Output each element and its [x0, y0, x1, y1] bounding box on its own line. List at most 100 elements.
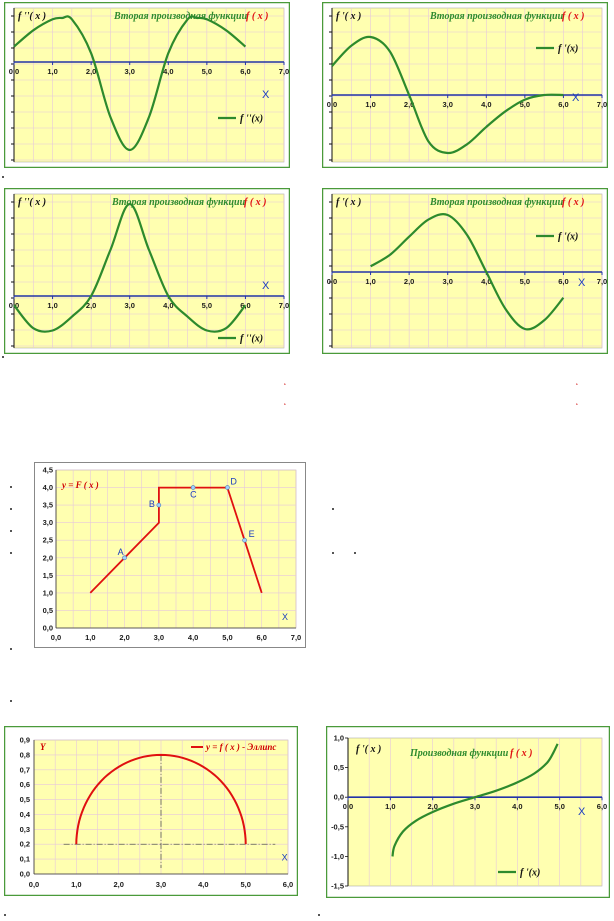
- chart-panel-1: 0,0 1,0 2,0 3,0 4,0 5,0 6,0 7,0 f ''( x ) Вторая …: [4, 2, 290, 168]
- y-axis-label: f '( x ): [356, 744, 381, 755]
- y-tick-label: 4,5: [43, 466, 53, 475]
- data-point: [122, 555, 127, 561]
- stray-mark: [2, 356, 4, 358]
- stray-mark: ˛: [284, 396, 287, 405]
- y-axis-label: f '( x ): [336, 197, 361, 208]
- x-tick-label: 6,0: [558, 100, 568, 109]
- x-tick-label: 2,0: [427, 802, 437, 811]
- x-tick-label: 5,0: [240, 880, 250, 889]
- y-tick-label: 0,9: [20, 736, 30, 745]
- x-axis-label: X: [282, 853, 288, 863]
- x-tick-label: 7,0: [291, 633, 301, 642]
- x-tick-label: 3,0: [156, 880, 166, 889]
- chart-panel-2: 0,0 1,0 2,0 3,0 4,0 5,0 6,0 7,0 f '( x ) Вторая п…: [322, 2, 608, 168]
- stray-mark: [10, 508, 12, 510]
- y-tick-label: 0,4: [20, 810, 31, 819]
- x-tick-label: 0,0: [327, 277, 337, 286]
- legend-label: f '(x): [558, 44, 578, 55]
- x-tick-label: 6,0: [283, 880, 293, 889]
- data-point-label: A: [118, 547, 124, 557]
- x-tick-label: 2,0: [119, 633, 129, 642]
- x-axis-label: X: [262, 280, 270, 292]
- x-tick-label: 3,0: [442, 277, 452, 286]
- legend-label: f ''(x): [240, 334, 263, 345]
- x-tick-label: 0,0: [327, 100, 337, 109]
- chart-panel-3: 0,0 1,0 2,0 3,0 4,0 5,0 6,0 7,0 f ''( x ) Вторая …: [4, 188, 290, 354]
- x-tick-label: 3,0: [470, 802, 480, 811]
- series-line: [13, 202, 247, 333]
- y-tick-label: 0,3: [20, 825, 30, 834]
- chart-title-function: f ( x ): [562, 11, 585, 22]
- chart-title-function: f ( x ): [562, 197, 585, 208]
- data-point-label: B: [149, 499, 155, 509]
- stray-mark: ˛: [576, 396, 579, 405]
- chart-title: Вторая производная функции: [429, 197, 564, 208]
- stray-mark: [10, 552, 12, 554]
- x-tick-label: 7,0: [597, 100, 607, 109]
- x-tick-label: 4,0: [512, 802, 522, 811]
- x-tick-label: 7,0: [279, 301, 289, 310]
- y-tick-label: 0,7: [20, 765, 30, 774]
- y-tick-label: 0,5: [334, 763, 344, 772]
- chart-3: 0,0 1,0 2,0 3,0 4,0 5,0 6,0 7,0f ''( x ) Вторая …: [4, 188, 290, 354]
- chart-panel-7: 1,0 0,5 0,0 -0,5 -1,0 -1,5 0,0 1,0 2,0 3,0 4,0 5,0 6…: [326, 726, 610, 898]
- y-tick-label: 1,0: [334, 734, 344, 743]
- y-tick-label: 1,5: [43, 571, 53, 580]
- stray-mark: [10, 648, 12, 650]
- chart-panel-6: 0,0 0,1 0,2 0,3 0,4 0,5 0,6 0,7 0,8 0,9 0,0 1,0 2,0 3…: [4, 726, 298, 896]
- x-tick-label: 3,0: [154, 633, 164, 642]
- y-tick-label: 0,2: [20, 840, 30, 849]
- series-line: [391, 743, 559, 857]
- x-tick-label: 6,0: [597, 802, 607, 811]
- chart-7: 1,0 0,5 0,0 -0,5 -1,0 -1,5 0,0 1,0 2,0 3,0 4,0 5,0 6…: [326, 726, 610, 898]
- data-point-label: C: [190, 490, 197, 500]
- chart-6: 0,0 0,1 0,2 0,3 0,4 0,5 0,6 0,7 0,8 0,9 0,0 1,0 2,0 3…: [4, 726, 298, 896]
- stray-mark: [332, 552, 334, 554]
- x-tick-label: 4,0: [163, 67, 173, 76]
- y-tick-label: 3,5: [43, 501, 53, 510]
- x-axis-label: X: [572, 92, 580, 104]
- stray-mark: ˛: [284, 376, 287, 385]
- x-tick-label: 2,0: [404, 100, 414, 109]
- y-tick-label: -0,5: [331, 822, 344, 831]
- x-tick-label: 7,0: [279, 67, 289, 76]
- series-line: [331, 35, 564, 155]
- legend-label: f '(x): [558, 232, 578, 243]
- data-point-label: D: [230, 477, 237, 487]
- x-tick-label: 5,0: [222, 633, 232, 642]
- chart-1: 0,0 1,0 2,0 3,0 4,0 5,0 6,0 7,0 f ''( x ) Вторая …: [4, 2, 290, 168]
- chart-5: 0,0 0,5 1,0 1,5 2,0 2,5 3,0 3,5 4,0 4,5 0,0 1,0 2,0 3…: [34, 462, 306, 648]
- y-tick-label: 2,5: [43, 536, 53, 545]
- stray-mark: [354, 552, 356, 554]
- x-tick-label: 0,0: [9, 67, 19, 76]
- y-axis-label: f ''( x ): [18, 197, 46, 208]
- x-axis-label: X: [282, 612, 288, 622]
- chart-title-function: f ( x ): [510, 748, 533, 759]
- x-axis-label: X: [578, 806, 586, 818]
- series-line: [75, 753, 247, 845]
- stray-mark: [10, 486, 12, 488]
- chart-title: Вторая производная функции: [113, 11, 248, 22]
- x-tick-label: 6,0: [240, 67, 250, 76]
- x-tick-label: 2,0: [404, 277, 414, 286]
- y-tick-label: 0,5: [43, 606, 53, 615]
- x-tick-label: 1,0: [365, 100, 375, 109]
- y-axis-label: f '( x ): [336, 11, 361, 22]
- y-tick-label: 0,0: [43, 624, 53, 633]
- y-tick-label: 0,8: [20, 750, 30, 759]
- x-tick-label: 1,0: [71, 880, 81, 889]
- chart-title: y = F ( x ): [61, 480, 99, 490]
- x-tick-label: 1,0: [385, 802, 395, 811]
- x-tick-label: 3,0: [442, 100, 452, 109]
- data-point-label: E: [249, 529, 255, 539]
- x-tick-label: 5,0: [202, 301, 212, 310]
- legend-label: y = f ( x ) - Эллипс: [205, 742, 276, 752]
- x-tick-label: 3,0: [124, 67, 134, 76]
- stray-mark: [2, 176, 4, 178]
- x-tick-label: 4,0: [163, 301, 173, 310]
- x-tick-label: 6,0: [256, 633, 266, 642]
- chart-title: Вторая производная функции: [429, 11, 564, 22]
- y-tick-label: 0,1: [20, 855, 30, 864]
- chart-title: Производная функции: [409, 748, 509, 759]
- data-point: [190, 485, 196, 490]
